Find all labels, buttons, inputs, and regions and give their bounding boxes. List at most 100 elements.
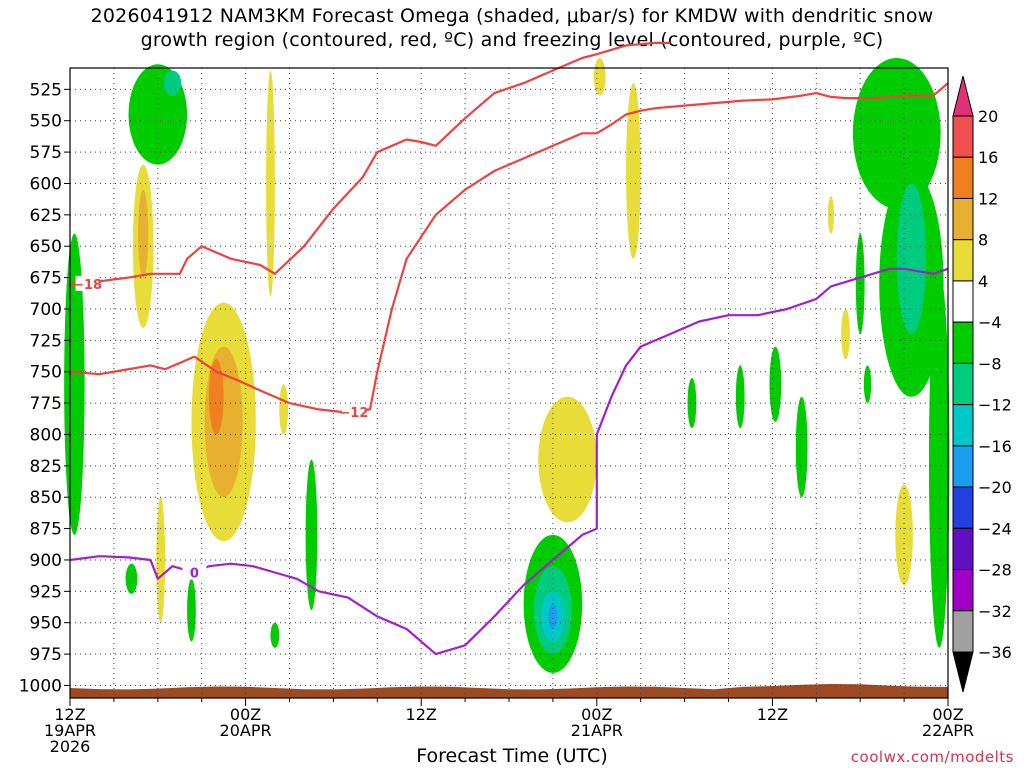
y-tick-label-875: 875 xyxy=(30,520,62,540)
colorbar-label-5: −4 xyxy=(978,313,1002,332)
contour-dendritic-minus-18 xyxy=(69,41,670,285)
x-tick-label-60: 00Z xyxy=(932,705,963,724)
colorbar-label-7: −12 xyxy=(978,396,1012,415)
colorbar-box-9 xyxy=(952,486,974,529)
omega-cell-yellow-small-r2 xyxy=(895,484,913,586)
y-tick-label-525: 525 xyxy=(30,80,62,100)
colorbar-label-13: −36 xyxy=(978,643,1012,662)
ground-surface xyxy=(70,684,948,698)
colorbar-label-10: −24 xyxy=(978,519,1012,538)
omega-cell-yellow-small-r1 xyxy=(841,308,850,360)
colorbar-box-12 xyxy=(952,610,974,653)
colorbar: 20 16 12 8 4 −4 −8 −12 −16 −20 −24 −28 −32 −36 xyxy=(952,75,1012,693)
x-tick-date-60: 22APR xyxy=(922,721,974,740)
omega-cell-green-small-r1 xyxy=(687,377,697,429)
colorbar-box-7 xyxy=(952,404,974,447)
contour-label-dendritic-minus-12: −12 xyxy=(339,406,368,421)
contour-label-freezing-level-zero: 0 xyxy=(190,567,199,582)
colorbar-label-12: −32 xyxy=(978,602,1012,621)
x-tick-label-48: 12Z xyxy=(757,705,788,724)
contour-label-bg-dendritic-minus-18 xyxy=(75,275,100,291)
contour-label-bg-freezing-level-zero xyxy=(182,564,207,580)
x-tick-label-36: 00Z xyxy=(581,705,612,724)
colorbar-box-3 xyxy=(952,239,974,282)
omega-cell-teal-top-left xyxy=(163,70,182,96)
colorbar-bottom-arrow xyxy=(952,651,974,693)
y-tick-label-750: 750 xyxy=(30,363,62,383)
colorbar-box-6 xyxy=(952,362,974,406)
ground-terrain xyxy=(70,684,948,698)
y-tick-label-550: 550 xyxy=(30,112,62,132)
colorbar-label-9: −20 xyxy=(978,478,1012,497)
colorbar-label-11: −28 xyxy=(978,561,1012,580)
y-tick-label-725: 725 xyxy=(30,331,62,351)
colorbar-box-8 xyxy=(952,445,974,488)
omega-cell-green-small-r2 xyxy=(735,365,745,429)
omega-cell-orange-left-column xyxy=(138,189,149,278)
colorbar-box-0 xyxy=(952,115,974,158)
colorbar-top-arrow xyxy=(952,75,974,117)
y-tick-label-700: 700 xyxy=(30,300,62,320)
omega-cell-green-20apr-column xyxy=(305,459,318,611)
colorbar-label-6: −8 xyxy=(978,354,1002,373)
colorbar-box-5 xyxy=(952,321,974,364)
y-tick-label-925: 925 xyxy=(30,582,62,602)
colorbar-label-0: 20 xyxy=(978,107,998,126)
omega-cell-blue-21apr-cell xyxy=(548,603,558,629)
omega-cell-green-small-r6 xyxy=(863,365,872,404)
omega-cell-green-small-left xyxy=(125,563,138,594)
y-tick-label-625: 625 xyxy=(30,206,62,226)
y-tick-label-850: 850 xyxy=(30,488,62,508)
omega-cell-green-right-edge-low xyxy=(928,271,950,648)
colorbar-box-10 xyxy=(952,527,974,571)
x-tick-date-0: 19APR xyxy=(44,721,96,740)
contour-label-bg-dendritic-minus-12 xyxy=(341,403,366,419)
colorbar-box-4 xyxy=(952,280,974,323)
colorbar-box-2 xyxy=(952,197,974,241)
colorbar-label-1: 16 xyxy=(978,148,998,167)
omega-cell-yellow-21apr-top xyxy=(593,57,606,96)
credit-link[interactable]: coolwx.com/modelts xyxy=(850,748,1014,766)
omega-cell-green-small-r3 xyxy=(769,346,782,422)
y-tick-label-675: 675 xyxy=(30,269,62,289)
colorbar-label-2: 12 xyxy=(978,189,998,208)
y-tick-label-800: 800 xyxy=(30,425,62,445)
y-tick-label-900: 900 xyxy=(30,551,62,571)
colorbar-box-1 xyxy=(952,156,974,199)
y-axis: 525 550 575 600 625 650 675 700 725 750 775 800 825 8… xyxy=(19,80,70,696)
y-tick-label-975: 975 xyxy=(30,645,62,665)
omega-cell-teal-right-column xyxy=(896,183,927,335)
x-tick-label-24: 12Z xyxy=(406,705,437,724)
colorbar-label-4: 4 xyxy=(978,272,988,291)
x-tick-year-0: 2026 xyxy=(50,737,91,756)
x-tick-label-12: 00Z xyxy=(230,705,261,724)
x-tick-date-12: 20APR xyxy=(220,721,272,740)
colorbar-label-8: −16 xyxy=(978,437,1012,456)
y-tick-label-650: 650 xyxy=(30,237,62,257)
y-tick-label-825: 825 xyxy=(30,457,62,477)
omega-cell-gold-main-block xyxy=(204,346,243,498)
x-tick-label-0: 12Z xyxy=(54,705,85,724)
y-tick-label-950: 950 xyxy=(30,614,62,634)
omega-cell-yellow-21apr-column xyxy=(626,83,641,259)
y-tick-label-775: 775 xyxy=(30,394,62,414)
chart-title: 2026041912 NAM3KM Forecast Omega (shaded… xyxy=(90,5,934,51)
omega-cell-green-small-2 xyxy=(187,578,196,642)
y-tick-label-1000: 1000 xyxy=(19,676,62,696)
contour-dendritic-minus-12 xyxy=(69,82,949,413)
colorbar-label-3: 8 xyxy=(978,231,988,250)
contour-label-dendritic-minus-18: −18 xyxy=(73,278,102,293)
contour-lines: −12 −18 0 xyxy=(69,41,949,656)
omega-cell-green-small-r4 xyxy=(795,396,808,498)
y-tick-label-575: 575 xyxy=(30,143,62,163)
y-tick-label-600: 600 xyxy=(30,174,62,194)
omega-cell-yellow-21apr-block xyxy=(538,396,597,523)
omega-cell-orange-main-block xyxy=(209,359,224,435)
colorbar-box-11 xyxy=(952,569,974,612)
x-tick-date-36: 21APR xyxy=(571,721,623,740)
omega-cell-green-small-3 xyxy=(270,622,280,648)
omega-cell-yellow-thin-low xyxy=(279,384,289,435)
x-axis-title: Forecast Time (UTC) xyxy=(416,745,608,767)
